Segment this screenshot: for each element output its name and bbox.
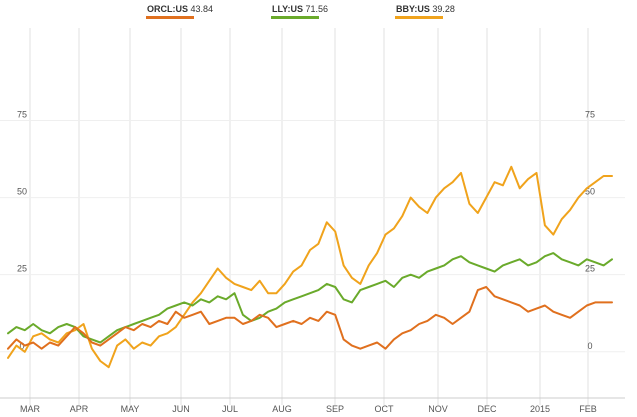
x-tick-label: JUN xyxy=(172,404,190,414)
x-tick-label: JUL xyxy=(222,404,238,414)
series-line-orclus xyxy=(7,286,613,350)
x-tick-label: FEB xyxy=(579,404,597,414)
y-tick-label: 0 xyxy=(19,341,24,351)
legend-value: 39.28 xyxy=(430,4,455,14)
legend-label: ORCL:US 43.84 xyxy=(147,4,213,14)
y-axis-right: 0 25 50 75 xyxy=(585,110,595,351)
x-tick-label: MAR xyxy=(20,404,41,414)
legend-swatch xyxy=(271,16,319,19)
chart-grid xyxy=(0,28,625,405)
legend-swatch xyxy=(395,16,443,19)
y-tick-label: 75 xyxy=(17,110,27,120)
x-tick-label: APR xyxy=(70,404,89,414)
legend-item: ORCL:US 43.84 xyxy=(146,4,213,19)
y-tick-label: 0 xyxy=(587,341,592,351)
y-tick-label: 75 xyxy=(585,110,595,120)
legend-value: 43.84 xyxy=(188,4,213,14)
y-tick-label: 25 xyxy=(17,264,27,274)
x-axis: MAR APR MAY JUN JUL AUG SEP OCT NOV DEC 2015 FEB xyxy=(20,404,597,414)
x-tick-label: MAY xyxy=(121,404,140,414)
series-lines xyxy=(7,165,613,369)
y-axis-left: 0 25 50 75 xyxy=(17,110,27,351)
legend-ticker: LLY:US xyxy=(272,4,303,14)
legend-item: BBY:US 39.28 xyxy=(395,4,455,19)
x-tick-label: NOV xyxy=(428,404,448,414)
x-tick-label: DEC xyxy=(477,404,497,414)
y-tick-label: 25 xyxy=(585,264,595,274)
legend-value: 71.56 xyxy=(303,4,328,14)
legend-item: LLY:US 71.56 xyxy=(271,4,328,19)
x-tick-label: 2015 xyxy=(530,404,550,414)
legend-ticker: BBY:US xyxy=(396,4,430,14)
legend-label: BBY:US 39.28 xyxy=(396,4,455,14)
series-line-llyus xyxy=(7,252,613,344)
legend-label: LLY:US 71.56 xyxy=(272,4,328,14)
x-tick-label: OCT xyxy=(375,404,395,414)
x-tick-label: SEP xyxy=(326,404,344,414)
x-tick-label: AUG xyxy=(272,404,292,414)
y-tick-label: 50 xyxy=(585,187,595,197)
y-tick-label: 50 xyxy=(17,187,27,197)
chart-legend: ORCL:US 43.84 LLY:US 71.56 BBY:US 39.28 xyxy=(146,4,455,19)
series-line-bbyus xyxy=(7,165,613,369)
legend-swatch xyxy=(146,16,194,19)
legend-ticker: ORCL:US xyxy=(147,4,188,14)
